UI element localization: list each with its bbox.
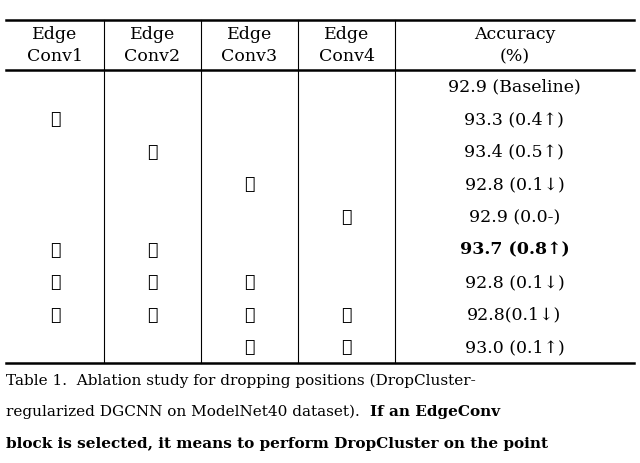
Text: 92.9 (Baseline): 92.9 (Baseline) [448, 78, 581, 95]
Text: Accuracy
(%): Accuracy (%) [474, 26, 555, 65]
Text: ✓: ✓ [342, 306, 352, 323]
Text: 92.8 (0.1↓): 92.8 (0.1↓) [465, 176, 564, 193]
Text: ✓: ✓ [147, 306, 157, 323]
Text: ✓: ✓ [50, 274, 60, 291]
Text: ✓: ✓ [342, 339, 352, 356]
Text: ✓: ✓ [244, 176, 255, 193]
Text: ✓: ✓ [50, 241, 60, 258]
Text: ✓: ✓ [50, 306, 60, 323]
Text: Edge
Conv2: Edge Conv2 [124, 26, 180, 65]
Text: 93.4 (0.5↑): 93.4 (0.5↑) [465, 144, 564, 160]
Text: Edge
Conv1: Edge Conv1 [27, 26, 83, 65]
Text: ✓: ✓ [244, 339, 255, 356]
Text: 93.7 (0.8↑): 93.7 (0.8↑) [460, 241, 569, 258]
Text: ✓: ✓ [50, 111, 60, 128]
Text: 92.8(0.1↓): 92.8(0.1↓) [467, 306, 561, 323]
Text: Edge
Conv3: Edge Conv3 [221, 26, 278, 65]
Text: 93.3 (0.4↑): 93.3 (0.4↑) [465, 111, 564, 128]
Text: Table 1.  Ablation study for dropping positions (DropCluster-: Table 1. Ablation study for dropping pos… [6, 373, 476, 387]
Text: 93.0 (0.1↑): 93.0 (0.1↑) [465, 339, 564, 356]
Text: ✓: ✓ [244, 306, 255, 323]
Text: Edge
Conv4: Edge Conv4 [319, 26, 374, 65]
Text: ✓: ✓ [147, 274, 157, 291]
Text: block is selected, it means to perform DropCluster on the point: block is selected, it means to perform D… [6, 436, 548, 450]
Text: 92.8 (0.1↓): 92.8 (0.1↓) [465, 274, 564, 291]
Text: regularized DGCNN on ModelNet40 dataset).: regularized DGCNN on ModelNet40 dataset)… [6, 404, 370, 419]
Text: regularized DGCNN on ModelNet40 dataset).: regularized DGCNN on ModelNet40 dataset)… [6, 404, 370, 419]
Text: If an EdgeConv: If an EdgeConv [370, 404, 500, 418]
Text: 92.9 (0.0-): 92.9 (0.0-) [469, 208, 560, 225]
Text: ✓: ✓ [147, 241, 157, 258]
Text: ✓: ✓ [147, 144, 157, 160]
Text: ✓: ✓ [244, 274, 255, 291]
Text: ✓: ✓ [342, 208, 352, 225]
